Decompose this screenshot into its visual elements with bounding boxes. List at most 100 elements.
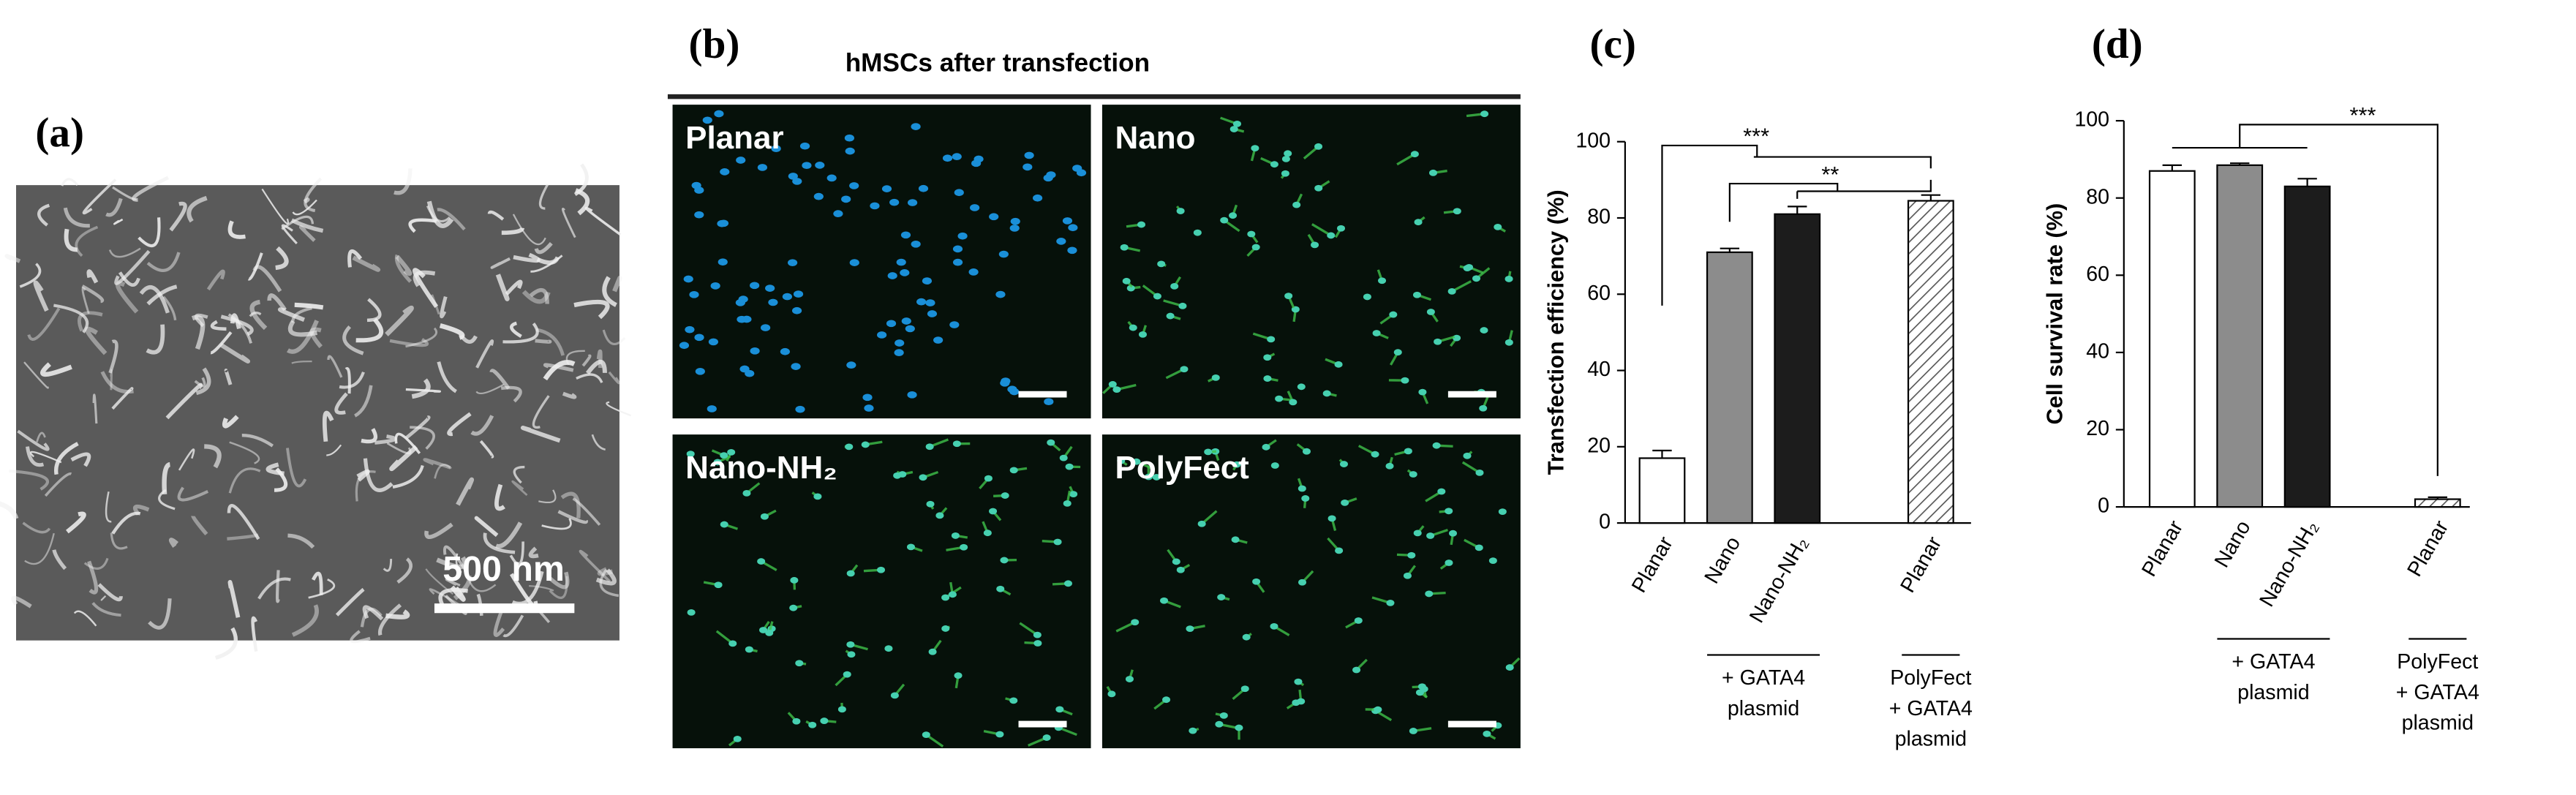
nucleus [1108, 381, 1117, 388]
texture [220, 314, 254, 336]
error-bar [1720, 247, 1740, 252]
texture [327, 355, 343, 378]
texture [0, 501, 19, 520]
nucleus [1232, 461, 1241, 468]
texture [37, 203, 50, 227]
nucleus [1144, 473, 1153, 481]
texture [393, 168, 413, 195]
texture [361, 428, 377, 444]
nucleus [1409, 728, 1417, 734]
micrograph-label: PolyFect [1115, 450, 1250, 486]
texture [17, 429, 50, 451]
nucleus [1107, 690, 1116, 698]
nucleus [1432, 442, 1441, 449]
texture [474, 516, 499, 538]
nucleus [1247, 230, 1256, 238]
texture [511, 480, 528, 497]
texture [100, 595, 107, 601]
nucleus [771, 145, 781, 153]
texture [581, 354, 592, 367]
nucleus [1294, 678, 1303, 685]
nucleus [1138, 331, 1147, 338]
nucleus [942, 154, 953, 162]
nucleus [901, 317, 911, 325]
nucleus [1125, 676, 1134, 682]
nucleus [952, 153, 962, 160]
group-label: plasmid [1895, 728, 1967, 751]
texture [502, 323, 539, 344]
texture [139, 285, 170, 314]
nucleus [1314, 184, 1323, 192]
nucleus [996, 585, 1005, 592]
nucleus [984, 475, 993, 482]
texture [436, 556, 467, 570]
nucleus [1211, 374, 1220, 381]
nucleus [728, 640, 737, 647]
nucleus [895, 339, 905, 347]
texture [92, 393, 98, 424]
texture [113, 218, 124, 225]
group-label: plasmid [2237, 681, 2309, 704]
texture [385, 609, 410, 619]
texture [411, 378, 431, 399]
texture [222, 415, 239, 429]
nucleus [1217, 594, 1226, 600]
nucleus [802, 162, 812, 170]
nucleus [813, 192, 824, 200]
texture [11, 595, 32, 609]
nucleus [1197, 520, 1206, 527]
texture [187, 195, 208, 223]
nucleus [1434, 338, 1442, 345]
bar [1638, 457, 1686, 524]
texture [118, 271, 140, 287]
texture [105, 197, 123, 217]
nucleus [1069, 491, 1078, 497]
nucleus [1393, 349, 1402, 356]
nucleus [1063, 500, 1072, 507]
nucleus [1046, 171, 1056, 178]
nucleus [714, 110, 724, 118]
texture [383, 559, 393, 572]
nucleus [1122, 277, 1131, 285]
nucleus [881, 185, 892, 192]
texture [352, 255, 381, 272]
texture [91, 602, 121, 617]
texture [584, 206, 622, 236]
texture [470, 415, 494, 436]
texture [116, 281, 139, 314]
nucleus [1410, 151, 1419, 158]
nucleus [1229, 126, 1238, 132]
texture [541, 518, 572, 530]
texture [108, 339, 118, 374]
texture [40, 362, 72, 377]
nucleus [1152, 474, 1161, 481]
texture [475, 339, 494, 369]
panel-label: (b) [689, 21, 740, 67]
panel-label: (c) [1589, 21, 1635, 67]
x-tick-label: Planar [2403, 516, 2453, 581]
texture [19, 263, 42, 288]
texture [24, 532, 55, 565]
nucleus [720, 168, 730, 176]
nucleus [714, 581, 723, 589]
nucleus [1404, 448, 1412, 455]
nucleus [1463, 452, 1472, 459]
nucleus [1117, 457, 1126, 464]
nucleus [1403, 572, 1412, 579]
texture [459, 334, 478, 344]
nucleus [787, 259, 798, 267]
nucleus [925, 443, 934, 451]
texture [210, 320, 227, 331]
nucleus [1063, 580, 1072, 587]
texture [227, 504, 260, 540]
nucleus [841, 195, 851, 203]
texture [335, 587, 365, 617]
nucleus [745, 369, 755, 377]
texture [562, 391, 577, 399]
nucleus [989, 508, 998, 515]
nucleus [694, 211, 704, 219]
significance: *** [2350, 102, 2376, 128]
nucleus [1180, 366, 1189, 373]
nucleus [1483, 730, 1491, 737]
texture [108, 247, 141, 258]
